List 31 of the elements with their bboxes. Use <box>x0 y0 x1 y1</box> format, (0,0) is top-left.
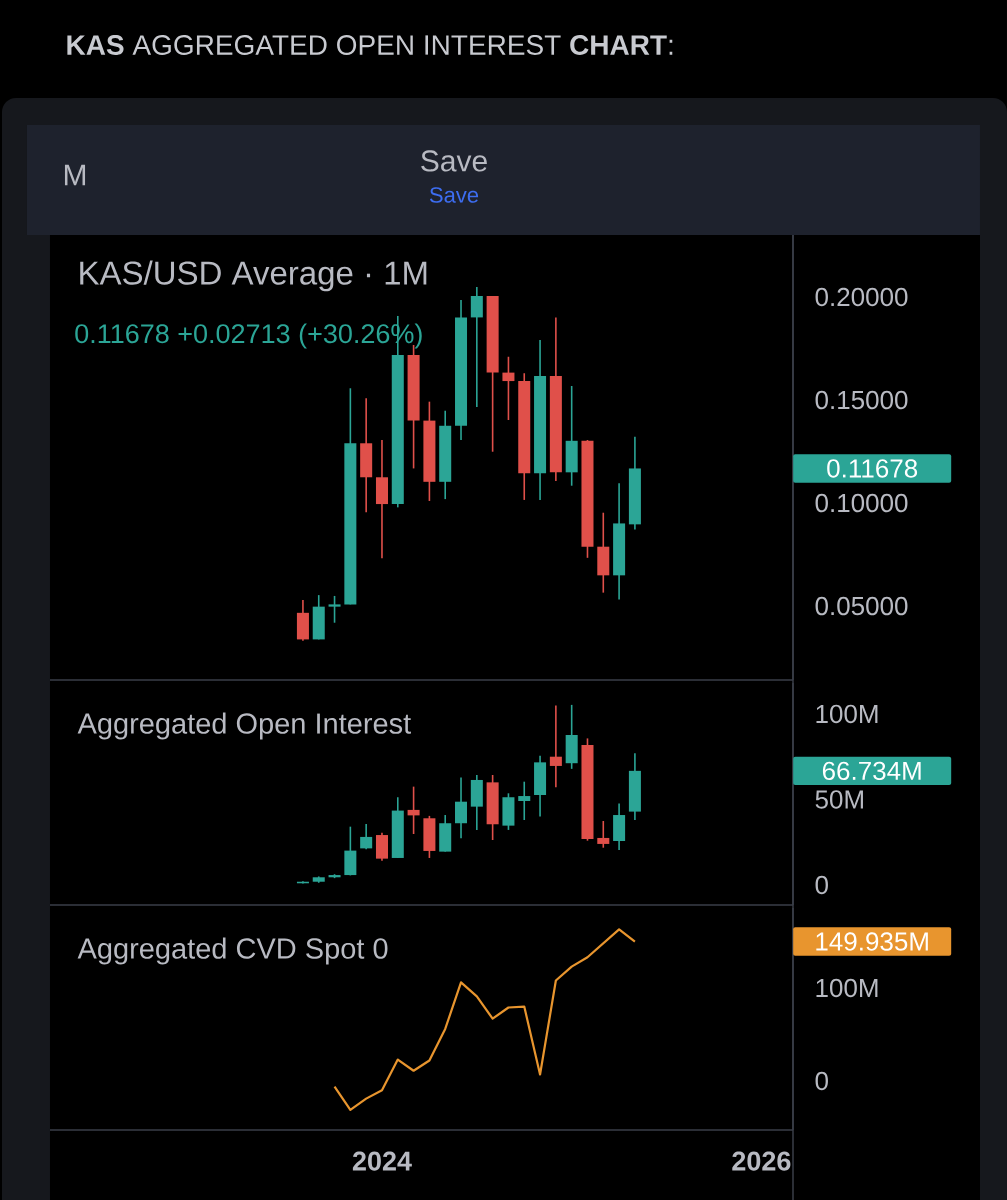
candlestick <box>360 823 373 851</box>
candlestick <box>375 832 388 862</box>
text: 149.935M <box>816 932 928 951</box>
x-tick-label: 2024 <box>352 1151 412 1171</box>
y-tick-label: 0 <box>815 1071 828 1091</box>
candlestick <box>470 286 483 408</box>
text: Aggregated Open Interest <box>77 712 411 740</box>
candlestick <box>597 820 610 849</box>
y-tick-label: 0.10000 <box>815 493 908 513</box>
text: Aggregated CVD Spot 0 <box>77 937 388 965</box>
y-tick-label: 0.05000 <box>815 596 908 616</box>
y-tick-label: 0.15000 <box>815 390 908 410</box>
text: M <box>64 164 86 186</box>
text: KAS/USD Average · 1M <box>80 260 427 292</box>
y-tick-label: 50M <box>815 790 863 809</box>
text: 66.734M <box>822 761 921 781</box>
y-tick-label: 0.20000 <box>815 287 908 307</box>
text: Save <box>421 150 487 172</box>
y-tick-label: 0 <box>815 875 828 895</box>
candlestick <box>502 355 515 421</box>
text: 0.11678 <box>827 459 918 478</box>
chart-title: KAS AGGREGATED OPEN INTEREST CHART: <box>67 35 673 55</box>
y-tick-label: 100M <box>816 704 878 724</box>
candlestick <box>407 785 420 835</box>
candlestick <box>328 595 341 624</box>
x-tick-label: 2026 <box>732 1151 791 1171</box>
candlestick <box>518 780 531 821</box>
candlestick <box>455 776 468 840</box>
candlestick <box>549 704 562 789</box>
y-tick-label: 100M <box>816 978 878 998</box>
text: Save <box>429 187 479 203</box>
